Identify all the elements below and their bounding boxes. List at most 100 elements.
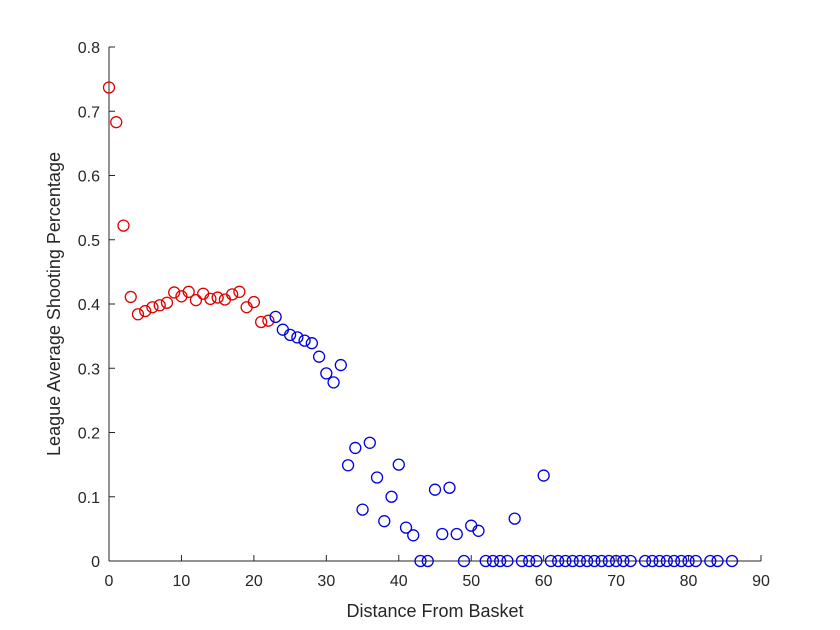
data-point	[363, 436, 376, 449]
data-point	[392, 458, 405, 471]
data-point	[399, 521, 413, 534]
data-point	[226, 288, 239, 301]
data-point	[595, 554, 608, 568]
y-tick-label: 0.2	[78, 426, 100, 443]
data-point	[341, 459, 355, 472]
y-tick-label: 0.8	[78, 40, 100, 57]
x-tick-label: 10	[173, 573, 191, 590]
data-point	[146, 301, 159, 314]
y-tick-label: 0.1	[78, 490, 100, 507]
y-tick-label: 0.5	[78, 233, 100, 250]
data-point	[472, 524, 485, 537]
data-point	[689, 554, 702, 568]
data-point	[552, 554, 565, 568]
x-tick-label: 90	[752, 573, 770, 590]
data-point	[276, 323, 290, 336]
data-point	[537, 469, 550, 482]
data-point	[211, 291, 224, 304]
data-point	[675, 554, 688, 568]
data-point	[124, 290, 137, 304]
data-point	[160, 296, 174, 309]
data-point	[370, 471, 384, 484]
x-tick-label: 50	[462, 573, 480, 590]
data-point	[240, 301, 253, 314]
data-point	[530, 554, 543, 568]
data-point	[428, 483, 442, 496]
data-point	[653, 554, 666, 568]
x-tick-label: 70	[607, 573, 625, 590]
data-point	[269, 310, 282, 324]
data-point	[197, 287, 210, 300]
data-point	[465, 519, 478, 532]
data-point	[254, 315, 268, 329]
data-point	[508, 512, 521, 525]
data-point	[646, 554, 659, 568]
data-point	[378, 515, 391, 528]
data-point	[624, 554, 637, 568]
data-point	[218, 293, 232, 306]
data-point	[667, 554, 681, 568]
data-point	[443, 481, 456, 494]
data-point	[544, 554, 558, 568]
data-point	[262, 314, 275, 327]
data-point	[407, 529, 420, 542]
data-point	[189, 293, 203, 307]
data-point	[110, 116, 123, 129]
data-point	[312, 350, 326, 363]
data-point	[588, 554, 601, 568]
data-point	[233, 285, 246, 298]
data-points	[102, 81, 739, 568]
y-tick-label: 0.6	[78, 169, 100, 186]
data-point	[349, 441, 362, 455]
data-point	[515, 554, 529, 568]
data-point	[660, 554, 673, 568]
data-point	[182, 285, 195, 298]
y-tick-label: 0	[91, 554, 100, 571]
data-point	[479, 554, 492, 568]
data-point	[486, 554, 500, 568]
x-tick-label: 0	[105, 573, 114, 590]
data-point	[139, 304, 152, 318]
x-axis-label: Distance From Basket	[346, 601, 523, 621]
y-axis-label: League Average Shooting Percentage	[44, 152, 64, 456]
x-tick-label: 80	[680, 573, 698, 590]
data-point	[617, 554, 630, 568]
data-point	[436, 527, 449, 541]
data-point	[175, 290, 188, 303]
data-point	[704, 554, 717, 568]
data-point	[450, 527, 463, 541]
data-point	[247, 295, 261, 309]
data-point	[305, 337, 318, 350]
data-point	[711, 554, 724, 568]
data-point	[168, 286, 181, 299]
data-point	[291, 331, 304, 344]
axes: 0 10 20 30 40 50 60 70 80 90 0 0.1 0.2 0.3 0.4 0.5 0.6 0.…	[78, 40, 770, 590]
data-point	[580, 554, 594, 568]
y-tick-label: 0.4	[78, 297, 100, 314]
data-point	[421, 554, 434, 568]
data-point	[298, 334, 311, 347]
data-point	[573, 554, 587, 568]
data-point	[334, 358, 347, 372]
data-point	[153, 299, 166, 312]
data-point	[457, 554, 471, 568]
data-point	[327, 376, 340, 389]
data-point	[356, 503, 369, 516]
data-point	[204, 292, 217, 306]
data-point	[117, 219, 130, 232]
y-tick-label: 0.3	[78, 361, 100, 378]
data-point	[131, 308, 145, 321]
data-point	[566, 554, 579, 568]
data-point	[638, 554, 652, 568]
data-point	[559, 554, 572, 568]
data-point	[682, 554, 695, 568]
data-point	[523, 554, 536, 568]
data-point	[283, 328, 297, 341]
x-tick-label: 20	[245, 573, 263, 590]
data-point	[725, 554, 739, 568]
data-point	[609, 554, 623, 568]
data-point	[385, 490, 398, 503]
data-point	[501, 554, 514, 568]
data-point	[414, 554, 427, 568]
